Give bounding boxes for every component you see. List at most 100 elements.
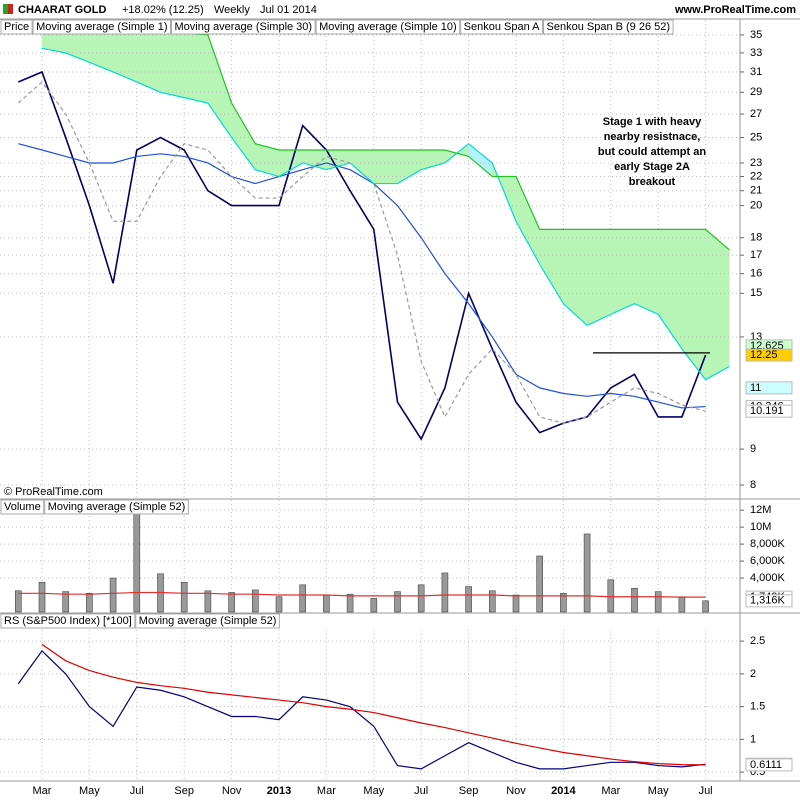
y-tick-label: 35 [750,29,762,41]
value-tag: 10.191 [750,405,784,417]
legend-entry-box [44,499,189,515]
panel-label: Price [0,19,33,35]
y-tick-label: 25 [750,131,762,143]
volume-bar [204,590,212,613]
value-tag-box [745,348,793,362]
legend-entry-text: RS (S&P500 Index) [*100] [4,615,132,627]
legend-entry: Moving average (Simple 10) [315,19,461,35]
panel [0,500,740,613]
value-tag-box [745,594,793,608]
volume-bar [417,584,425,613]
value-tag: 12.25 [750,349,778,361]
x-tick-label: Jul [130,785,144,797]
volume-bar [370,598,378,613]
volume-bar [702,600,709,613]
legend-entry: Moving average (Simple 52) [44,499,189,515]
volume-bar [678,596,686,613]
x-tick-label: Mar [317,785,336,797]
x-tick-label: May [79,785,100,797]
legend-entry-box [135,613,280,629]
volume-bar [252,589,259,613]
y-tick-label: 8 [750,479,756,491]
legend-entry-box [171,19,316,35]
y-tick-label: 21 [750,185,762,197]
legend-entry-text: Moving average (Simple 52) [139,615,277,627]
volume-bar [631,587,638,613]
volume-bar [488,590,496,613]
annotation: early Stage 2A [614,161,690,173]
volume-bar [654,591,662,613]
volume-bar [583,533,591,613]
series-line [41,47,730,381]
cloud-fill [705,228,730,381]
y-tick-label: 1 [750,733,756,745]
x-tick-label: Sep [174,785,194,797]
volume-bar [228,592,235,613]
legend-entry-box [460,19,544,35]
series-line [18,143,706,409]
x-tick-label: May [363,785,384,797]
y-tick-label: 6,000K [750,555,786,567]
panel [0,630,740,780]
value-tag-box [745,404,793,418]
volume-bar [15,590,22,613]
value-tag: 1,316K [750,595,786,607]
annotation: but could attempt an [598,146,706,158]
value-tag: 11 [750,382,761,394]
y-tick-label: 31 [750,66,762,78]
volume-bar [109,577,117,613]
volume-bar [441,572,449,613]
legend-entry-box [315,19,461,35]
legend-entry-text: Moving average (Simple 10) [319,21,457,33]
y-tick-label: 20 [750,200,762,212]
series-line [17,81,706,424]
y-tick-label: 9 [750,443,756,455]
x-tick-label: Jul [699,785,713,797]
annotation: breakout [629,176,676,188]
legend-entry-box [0,499,45,515]
cloud-fill [586,229,612,326]
series-line [18,591,706,598]
date: Jul 01 2014 [260,4,317,16]
volume-bar [394,591,401,613]
legend-entry-text: Moving average (Simple 1) [36,21,167,33]
x-tick-label: Sep [459,785,479,797]
y-tick-label: 18 [750,232,762,244]
x-tick-label: Mar [33,785,52,797]
value-tag-box [745,381,793,395]
cloud-fill [373,149,398,184]
y-tick-label: 23 [750,157,762,169]
x-tick-label: Jul [414,785,428,797]
panel-label-box [0,19,33,35]
annotation: Stage 1 with heavy [603,116,702,128]
y-tick-label: 16 [750,268,762,280]
legend-entry: Senkou Span A [460,19,544,35]
y-tick-label: 22 [750,170,762,182]
volume-bar [62,591,70,613]
y-tick-label: 4,000K [750,572,786,584]
x-tick-label: Nov [222,785,242,797]
volume-bar [299,584,307,613]
volume-bar [536,555,544,613]
legend-entry-text: Moving average (Simple 52) [48,501,186,513]
legend-entry: Volume [0,499,45,515]
series-line [17,650,706,770]
value-tag: 0.6111 [750,759,782,771]
x-tick-label: 2013 [267,785,291,797]
cloud-fill [634,229,659,315]
panel [0,20,740,498]
series-line [17,70,707,441]
panel-label-text: Price [4,21,29,33]
volume-bar [38,582,46,613]
volume-bar [275,596,283,613]
x-tick-label: 2014 [551,785,576,797]
period: Weekly [214,4,250,16]
volume-bar [180,582,188,613]
legend-entry: Moving average (Simple 30) [171,19,316,35]
volume-bar [560,593,567,613]
icon [8,4,13,14]
site: www.ProRealTime.com [674,4,796,16]
